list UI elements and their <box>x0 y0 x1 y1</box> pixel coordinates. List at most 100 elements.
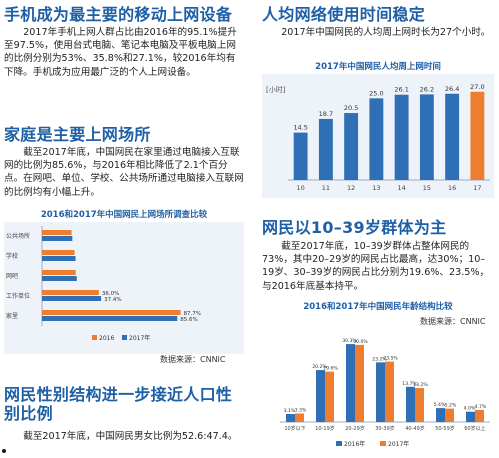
bar-2016-2 <box>42 270 76 275</box>
paragraph-home-access: 截至2017年底，中国网民在家里通过电脑接入互联网的比例为85.6%，与2016… <box>4 147 244 198</box>
bar-2016-0 <box>42 230 72 235</box>
x-tick-13: 13 <box>372 184 380 192</box>
x-tick-12: 12 <box>347 184 355 192</box>
bar-2017年-0 <box>295 413 304 422</box>
bar-2017-3 <box>42 296 102 301</box>
x-tick-3: 30-39岁 <box>375 425 395 432</box>
heading-weekly-time: 人均网络使用时间稳定 <box>262 5 426 24</box>
x-tick-0: 10岁以下 <box>284 425 305 432</box>
x-tick-5: 50-59岁 <box>435 425 455 432</box>
paragraph-mobile-devices: 2017年手机上网人群占比由2016年的95.1%提升至97.5%，使用台式电脑… <box>4 27 237 78</box>
x-tick-6: 60岁以上 <box>464 425 485 432</box>
chart-age-structure: 3.1% 3.3% 10岁以下 20.2%19.6% 10-19岁 30.3%30.0% 2… <box>280 338 490 448</box>
chart-background <box>4 222 244 354</box>
legend-label-2016: 2016年 <box>344 440 365 448</box>
chart-title-age-structure: 2016和2017年中国网民年龄结构比较 <box>303 302 453 312</box>
category-label-1: 学校 <box>6 252 18 260</box>
legend-label-2017: 2017年 <box>129 334 150 342</box>
y-axis-unit: [小时] <box>266 85 286 94</box>
x-tick-15: 15 <box>423 184 431 192</box>
x-tick-16: 16 <box>448 184 456 192</box>
legend-label-2017: 2017年 <box>388 440 409 448</box>
category-label-0: 公共场所 <box>6 232 30 240</box>
value-label-2017年-3: 23.5% <box>383 356 398 362</box>
value-label-15: 26.2 <box>420 85 434 93</box>
value-label-13: 25.0 <box>369 89 383 97</box>
x-tick-17: 17 <box>473 184 481 192</box>
value-label-2016年-4: 13.7% <box>402 381 417 387</box>
paragraph-gender: 截至2017年底，中国网民男女比例为52.6:47.4。 <box>23 431 238 442</box>
value-label-17: 27.0 <box>470 83 484 91</box>
bar-label-2016-3: 36.0% <box>102 291 119 297</box>
legend-swatch-2017 <box>122 335 127 340</box>
legend-swatch-2016 <box>92 335 97 340</box>
value-label-2016年-6: 4.0% <box>464 406 476 412</box>
value-label-2017年-1: 19.6% <box>323 366 338 372</box>
bar-2017-0 <box>42 236 73 241</box>
bar-2016年-1 <box>316 370 325 422</box>
bar-label-2016-4: 87.7% <box>184 311 201 317</box>
bar-2016-3 <box>42 290 99 295</box>
value-label-2016年-3: 23.2% <box>372 356 387 362</box>
bar-2017年-2 <box>355 344 364 422</box>
bar-2016年-0 <box>286 414 295 422</box>
bar-label-2017-3: 37.4% <box>104 297 121 303</box>
category-label-3: 工作单位 <box>6 292 30 300</box>
chart-title-weekly-hours: 2017年中国网民人均周上网时间 <box>315 62 441 72</box>
value-label-2016年-5: 5.4% <box>434 402 446 408</box>
bar-15 <box>419 94 434 180</box>
legend-swatch-2017 <box>380 441 386 446</box>
bar-2017-4 <box>42 316 178 321</box>
bar-2016年-4 <box>406 386 415 422</box>
bar-2017-2 <box>42 276 77 281</box>
chart-title-access-places: 2016和2017年中国网民上网场所调查比较 <box>40 210 208 220</box>
bullet-dot <box>2 449 6 453</box>
value-label-2017年-6: 4.7% <box>475 404 487 410</box>
paragraph-weekly-time: 2017年中国网民的人均周上网时长为27个小时。 <box>281 27 491 38</box>
bar-2016年-2 <box>346 344 355 422</box>
value-label-2017年-4: 13.2% <box>413 382 428 388</box>
paragraph-age-structure: 截至2017年底，10–39岁群体占整体网民的73%，其中20–29岁的网民占比… <box>262 241 490 292</box>
x-tick-10: 10 <box>296 184 304 192</box>
bar-11 <box>318 118 333 180</box>
value-label-16: 26.4 <box>445 85 459 93</box>
value-label-12: 20.5 <box>344 104 358 112</box>
bar-2016年-3 <box>376 362 385 422</box>
x-tick-11: 11 <box>322 184 330 192</box>
bar-2017-1 <box>42 256 76 261</box>
value-label-11: 18.7 <box>319 110 333 118</box>
bar-17 <box>470 91 485 180</box>
value-label-10: 14.5 <box>293 124 307 132</box>
source-access-places: 数据来源：CNNIC <box>160 355 226 364</box>
chart-weekly-hours: [小时] 14.5 10 18.7 11 20.5 12 25.0 13 26.1 14 26.2 15… <box>262 74 494 198</box>
x-tick-1: 10-19岁 <box>315 425 335 432</box>
x-tick-4: 40-49岁 <box>405 425 425 432</box>
value-label-2016年-0: 3.1% <box>284 408 296 414</box>
category-label-2: 网吧 <box>6 273 18 280</box>
bar-2017年-3 <box>385 361 394 422</box>
bar-14 <box>394 94 409 180</box>
bar-10 <box>293 132 308 180</box>
x-tick-2: 20-29岁 <box>345 425 365 432</box>
value-label-2017年-0: 3.3% <box>295 408 307 414</box>
legend-swatch-2016 <box>336 441 342 446</box>
value-label-2017年-5: 5.2% <box>445 403 457 409</box>
bar-16 <box>445 93 460 180</box>
bar-2016年-5 <box>436 408 445 422</box>
bar-2017年-6 <box>475 409 484 422</box>
legend-label-2016: 2016 <box>99 335 114 342</box>
value-label-2016年-2: 30.3% <box>342 338 357 344</box>
bar-2017年-1 <box>325 371 334 422</box>
value-label-14: 26.1 <box>394 86 408 94</box>
bar-2016-4 <box>42 310 181 315</box>
source-age-structure: 数据来源：CNNIC <box>420 317 486 326</box>
bar-label-2017-4: 85.6% <box>180 317 197 323</box>
bar-2016年-6 <box>466 411 475 422</box>
bar-13 <box>369 98 384 180</box>
heading-mobile-devices: 手机成为最主要的移动上网设备 <box>4 5 233 24</box>
value-label-2016年-1: 20.2% <box>312 364 327 370</box>
heading-gender: 网民性别结构进一步接近人口性别比例 <box>4 385 233 423</box>
bar-12 <box>344 113 359 180</box>
heading-age-structure: 网民以10–39岁群体为主 <box>262 218 447 237</box>
